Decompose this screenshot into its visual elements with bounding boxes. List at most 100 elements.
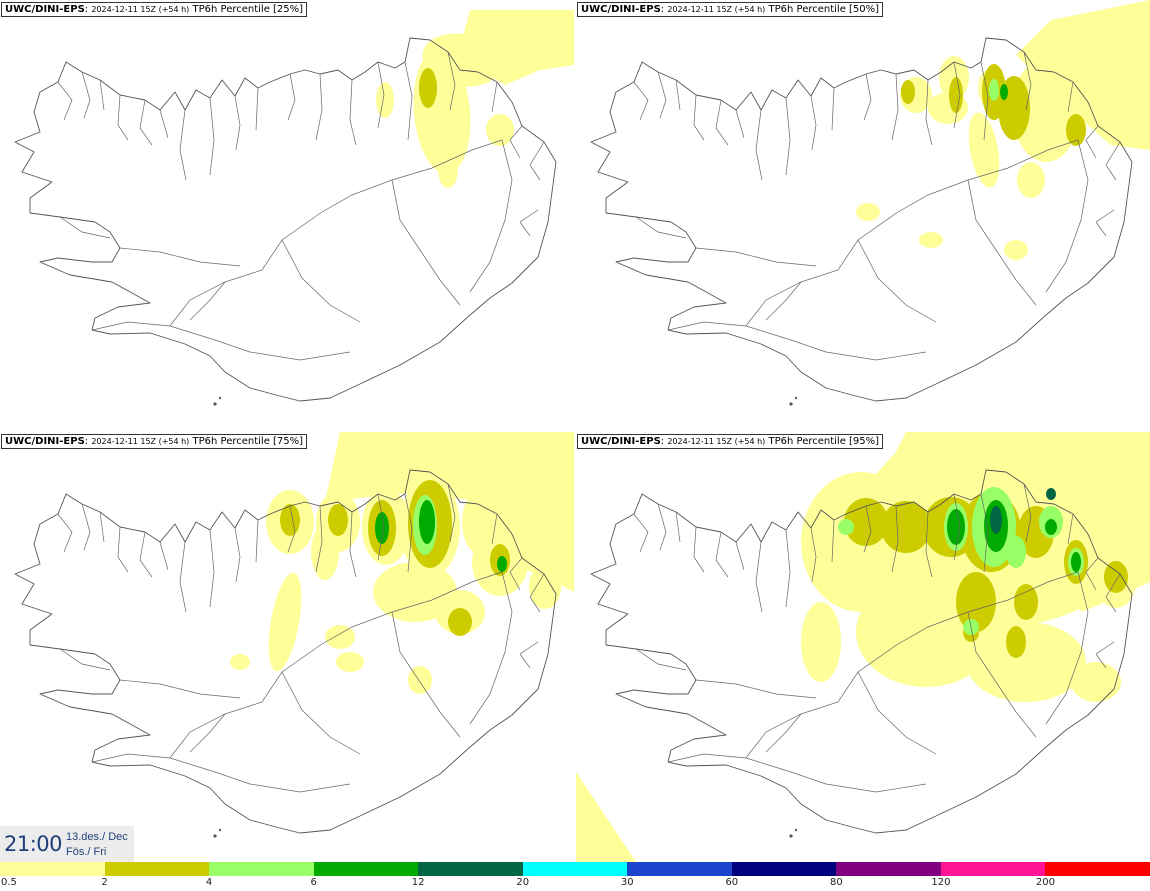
legend-label: 30 (620, 877, 634, 888)
precip-area (497, 556, 507, 572)
precip-area (901, 80, 915, 104)
legend-swatch (418, 862, 524, 876)
map-line (715, 531, 729, 578)
map-line (831, 87, 835, 131)
map-line (967, 179, 1037, 306)
map-line (745, 571, 1079, 759)
map-line (509, 125, 523, 159)
precip-area (919, 232, 943, 248)
map-line (953, 493, 961, 561)
island-dot (794, 828, 798, 832)
map-line (1085, 557, 1099, 591)
precipitation-field (376, 10, 574, 188)
precip-area (268, 572, 302, 672)
map-line (139, 99, 153, 146)
map-canvas-p25 (14, 10, 574, 406)
coastline (590, 469, 1133, 834)
precip-area (881, 501, 931, 553)
map-line (735, 109, 745, 139)
map-line (693, 94, 705, 141)
precip-area (1046, 488, 1056, 500)
map-line (281, 239, 361, 323)
legend-label: 80 (829, 877, 843, 888)
map-line (255, 87, 259, 131)
map-line (377, 493, 385, 561)
precip-area (989, 79, 999, 101)
panel-title: UWC/DINI-EPS: 2024-12-11 15Z (+54 h) TP6… (1, 2, 308, 17)
map-line (99, 511, 105, 543)
map-line (980, 61, 989, 141)
island-dot (789, 402, 793, 406)
map-line (57, 81, 73, 121)
map-line (117, 526, 129, 573)
legend-label: 60 (725, 877, 739, 888)
map-line (447, 483, 456, 543)
map-line (189, 281, 226, 321)
legend-label: 120 (931, 877, 951, 888)
map-line (287, 73, 296, 121)
map-line (1095, 641, 1115, 669)
map-line (693, 526, 705, 573)
map-line (1085, 125, 1099, 159)
map-line (519, 209, 539, 237)
map-line (119, 679, 241, 699)
map-line (391, 611, 461, 738)
map-line (404, 61, 413, 141)
map-line (315, 505, 323, 573)
map-line (81, 503, 91, 551)
map-line (169, 571, 503, 759)
island-dot (218, 396, 222, 400)
road-and-fjord-lines (57, 51, 545, 361)
precip-area (280, 504, 300, 536)
precip-area (1066, 114, 1086, 146)
legend-label: 12 (411, 877, 425, 888)
map-line (863, 73, 872, 121)
valid-date: 13.des./ Dec (66, 831, 128, 843)
road-and-fjord-lines (633, 483, 1121, 793)
map-line (657, 71, 667, 119)
precip-area (968, 112, 1000, 188)
panel-title: UWC/DINI-EPS: 2024-12-11 15Z (+54 h) TP6… (1, 434, 308, 449)
precip-area (325, 625, 355, 649)
legend-swatch (940, 862, 1046, 876)
legend-color-bar (0, 862, 1150, 876)
map-panel-p50: UWC/DINI-EPS: 2024-12-11 15Z (+54 h) TP6… (576, 0, 1150, 430)
island-dot (213, 834, 217, 838)
precip-area (1006, 626, 1026, 658)
map-line (139, 531, 153, 578)
map-line (1067, 513, 1074, 545)
island-dot (218, 828, 222, 832)
map-line (287, 505, 296, 553)
map-line (234, 527, 241, 583)
map-line (633, 513, 649, 553)
legend-label: 20 (516, 877, 530, 888)
map-line (179, 541, 187, 613)
precip-area (408, 666, 432, 694)
map-line (91, 753, 351, 793)
precip-area (966, 622, 1086, 702)
valid-time: 21:00 (4, 832, 63, 856)
map-line (491, 513, 498, 545)
precip-area (1071, 552, 1081, 572)
coastline (14, 469, 557, 834)
map-line (529, 573, 545, 613)
map-line (745, 139, 1079, 327)
precip-area (328, 504, 348, 536)
map-line (675, 79, 681, 111)
legend-swatch (522, 862, 628, 876)
map-line (810, 95, 817, 151)
map-line (404, 493, 413, 573)
legend-label: 4 (205, 877, 213, 888)
map-line (695, 247, 817, 267)
map-line (509, 557, 523, 591)
map-line (529, 141, 545, 181)
map-line (159, 541, 169, 571)
panel-divider (574, 0, 576, 862)
precip-area (419, 500, 435, 544)
map-line (1045, 571, 1089, 725)
legend-swatch (0, 862, 106, 876)
coastline (590, 37, 1133, 402)
map-line (891, 73, 899, 141)
map-line (810, 527, 817, 583)
precip-area (311, 524, 339, 580)
